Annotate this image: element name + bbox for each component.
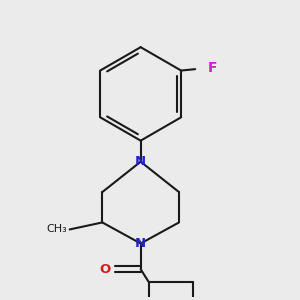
Text: O: O: [99, 263, 110, 276]
Text: N: N: [135, 237, 146, 250]
Text: N: N: [135, 155, 146, 168]
Text: F: F: [208, 61, 217, 75]
Text: CH₃: CH₃: [46, 224, 67, 235]
